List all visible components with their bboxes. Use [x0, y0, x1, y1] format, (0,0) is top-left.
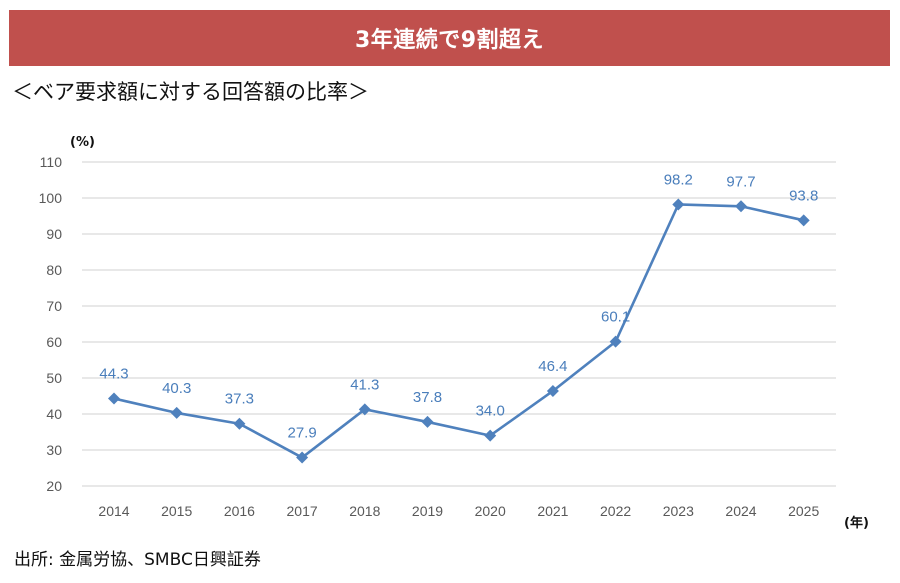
data-point-marker [609, 335, 622, 348]
y-tick-label: 70 [46, 298, 62, 314]
data-point-marker [108, 392, 120, 405]
x-tick-label: 2024 [725, 503, 756, 519]
data-point-marker [797, 214, 810, 227]
x-tick-label: 2020 [475, 503, 506, 519]
data-point-marker [170, 406, 183, 419]
data-label: 60.1 [601, 309, 630, 326]
y-axis-unit: (%) [70, 135, 95, 150]
x-axis-ticks: 2014 2015 2016 2017 2018 2019 2020 2021 2022 2023… [98, 503, 819, 519]
data-labels: 44.3 40.3 37.3 27.9 41.3 37.8 34.0 46.4 60.1 98.2… [99, 171, 818, 441]
data-point-marker [296, 451, 309, 464]
data-point-marker [421, 415, 434, 428]
x-tick-label: 2017 [287, 503, 318, 519]
x-tick-label: 2016 [224, 503, 255, 519]
data-label: 98.2 [664, 171, 693, 188]
source-note: 出所: 金属労協、SMBC日興証券 [14, 550, 261, 570]
data-point-marker [546, 384, 559, 397]
y-tick-label: 100 [39, 190, 63, 206]
x-tick-label: 2023 [663, 503, 694, 519]
series-line [108, 198, 810, 464]
y-tick-label: 80 [46, 262, 62, 278]
data-label: 34.0 [476, 403, 505, 420]
y-tick-label: 90 [46, 226, 62, 242]
y-axis-ticks: 20 30 40 50 60 70 80 90 100 110 [39, 154, 63, 494]
data-point-marker [358, 403, 371, 416]
y-tick-label: 20 [46, 478, 62, 494]
x-tick-label: 2022 [600, 503, 631, 519]
x-tick-label: 2015 [161, 503, 192, 519]
x-tick-label: 2025 [788, 503, 819, 519]
data-label: 27.9 [287, 425, 316, 442]
series-polyline [113, 203, 804, 459]
data-label: 46.4 [538, 358, 567, 375]
y-tick-label: 50 [46, 370, 62, 386]
data-label: 93.8 [789, 187, 818, 204]
x-tick-label: 2014 [98, 503, 129, 519]
x-tick-label: 2018 [349, 503, 380, 519]
data-label: 40.3 [162, 380, 191, 397]
y-tick-label: 30 [46, 442, 62, 458]
gridlines [82, 161, 836, 487]
chart-title: ＜ベア要求額に対する回答額の比率＞ [12, 80, 369, 104]
data-point-marker [735, 200, 747, 213]
data-label: 44.3 [99, 366, 128, 383]
x-axis-unit: (年) [844, 515, 869, 531]
y-tick-label: 60 [46, 334, 62, 350]
y-tick-label: 110 [40, 154, 63, 170]
data-label: 37.3 [225, 391, 254, 408]
data-label: 41.3 [350, 376, 379, 393]
x-tick-label: 2021 [537, 503, 568, 519]
header-banner: 3年連続で9割超え [9, 10, 890, 66]
banner-title: 3年連続で9割超え [354, 28, 545, 53]
data-label: 37.8 [413, 389, 442, 406]
data-label: 97.7 [726, 173, 755, 190]
x-tick-label: 2019 [412, 503, 443, 519]
data-point-marker [484, 429, 497, 442]
data-point-marker [233, 417, 246, 430]
y-tick-label: 40 [46, 406, 62, 422]
data-point-marker [672, 198, 685, 211]
